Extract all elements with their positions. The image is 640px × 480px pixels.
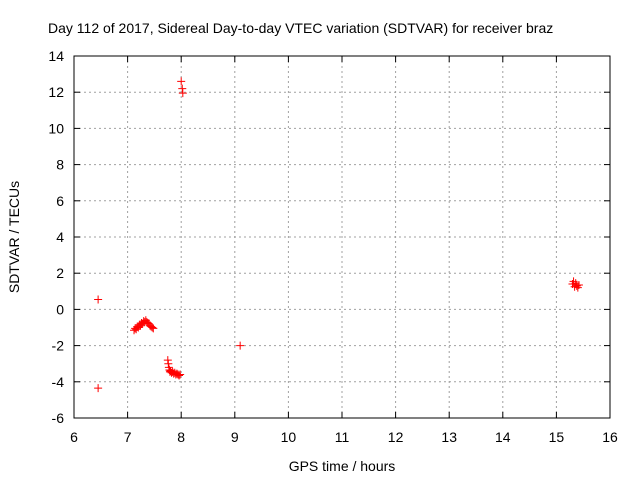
y-tick-label: 6 — [56, 193, 64, 209]
data-point-plus-marker — [130, 326, 139, 335]
data-point-plus-marker — [94, 295, 103, 304]
grid-lines — [74, 56, 610, 418]
data-point-plus-marker — [148, 323, 157, 332]
y-tick-label: 14 — [48, 48, 64, 64]
x-tick-label: 13 — [441, 429, 457, 445]
y-tick-label: 12 — [48, 84, 64, 100]
data-point-plus-marker — [139, 317, 148, 326]
data-point-plus-marker — [176, 370, 185, 379]
x-tick-label: 12 — [388, 429, 404, 445]
x-axis-label: GPS time / hours — [289, 458, 396, 474]
data-point-plus-marker — [147, 322, 156, 331]
y-tick-labels: -6 -4 -2 0 2 4 6 8 10 12 14 — [48, 48, 64, 426]
data-point-plus-marker — [572, 281, 581, 290]
y-tick-label: 2 — [56, 265, 64, 281]
y-tick-label: -4 — [52, 374, 65, 390]
data-point-plus-marker — [163, 356, 172, 365]
y-tick-label: 10 — [48, 120, 64, 136]
data-point-plus-marker — [574, 280, 583, 289]
x-tick-label: 7 — [124, 429, 132, 445]
axis-ticks — [73, 55, 611, 419]
x-tick-label: 8 — [177, 429, 185, 445]
data-point-plus-marker — [142, 318, 151, 327]
y-tick-label: 0 — [56, 301, 64, 317]
x-tick-label: 16 — [602, 429, 618, 445]
data-point-plus-marker — [131, 324, 140, 333]
chart-title: Day 112 of 2017, Sidereal Day-to-day VTE… — [48, 20, 553, 36]
x-tick-label: 10 — [281, 429, 297, 445]
data-point-plus-marker — [172, 369, 181, 378]
data-point-plus-marker — [149, 324, 158, 333]
data-point-plus-marker — [164, 359, 173, 368]
y-tick-label: -2 — [52, 338, 65, 354]
data-point-plus-marker — [133, 322, 142, 331]
data-point-plus-marker — [175, 371, 184, 380]
y-axis-label: SDTVAR / TECUs — [6, 181, 22, 293]
data-point-plus-marker — [170, 368, 179, 377]
x-tick-label: 14 — [495, 429, 511, 445]
x-tick-label: 11 — [335, 429, 350, 445]
data-point-plus-marker — [569, 277, 578, 286]
x-tick-labels: 6 7 8 9 10 11 12 13 14 15 16 — [70, 429, 618, 445]
data-points — [94, 77, 583, 393]
x-tick-label: 6 — [70, 429, 78, 445]
data-point-plus-marker — [135, 320, 144, 329]
y-tick-label: 4 — [56, 229, 64, 245]
data-point-plus-marker — [178, 89, 187, 98]
y-tick-label: -6 — [52, 410, 65, 426]
x-tick-label: 9 — [231, 429, 239, 445]
data-point-plus-marker — [94, 384, 103, 393]
x-tick-label: 15 — [549, 429, 565, 445]
data-point-plus-marker — [177, 77, 186, 86]
data-point-plus-marker — [178, 84, 187, 93]
data-point-plus-marker — [570, 282, 579, 291]
y-tick-label: 8 — [56, 157, 64, 173]
data-point-plus-marker — [236, 341, 245, 350]
